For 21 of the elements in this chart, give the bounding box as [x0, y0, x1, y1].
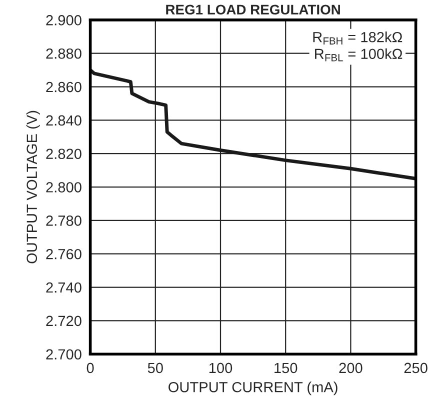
x-tick-label: 150 — [274, 362, 298, 374]
text: R$_{FBH}$ = 182kΩ R$_{FBL}$ = 100kΩ — [313, 32, 402, 62]
y-axis-title: OUTPUT VOLTAGE (V) — [26, 110, 40, 264]
x-tick-label: 200 — [339, 362, 362, 374]
y-tick-label: 2.820 — [46, 148, 82, 160]
y-tick-label: 2.760 — [46, 248, 82, 260]
x-tick-label: 0 — [86, 362, 94, 374]
y-tick-label: 2.840 — [46, 115, 82, 126]
y-tick-label: 2.900 — [46, 15, 82, 26]
y-tick-label: 2.720 — [46, 316, 82, 326]
y-tick-label: 2.700 — [46, 349, 82, 360]
x-tick-label: 100 — [209, 362, 232, 374]
y-tick-label: 2.880 — [46, 48, 82, 59]
x-tick-label: 50 — [148, 362, 163, 374]
chart-title: REG1 LOAD REGULATION — [166, 4, 340, 15]
x-axis-title: OUTPUT CURRENT (mA) — [168, 382, 338, 396]
x-tick-label: 250 — [404, 362, 428, 374]
y-tick-label: 2.740 — [46, 282, 82, 293]
y-tick-label: 2.860 — [46, 82, 82, 92]
y-tick-label: 2.800 — [46, 182, 82, 192]
y-tick-label: 2.780 — [46, 216, 82, 226]
